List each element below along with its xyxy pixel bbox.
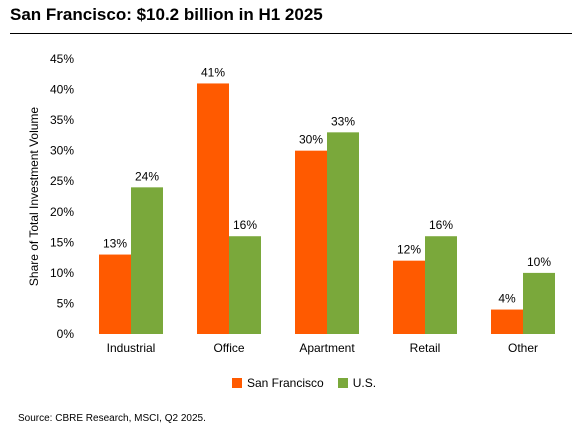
bar-u-s-retail xyxy=(425,236,457,334)
y-tick-label-25: 25% xyxy=(50,174,74,188)
y-tick-label-45: 45% xyxy=(50,52,74,66)
bar-san-francisco-other xyxy=(491,309,523,334)
y-tick-label-20: 20% xyxy=(50,205,74,219)
x-tick-label-industrial: Industrial xyxy=(107,341,156,355)
x-tick-label-other: Other xyxy=(508,341,538,355)
bar-u-s-office xyxy=(229,236,261,334)
data-label-u-s-retail: 16% xyxy=(429,218,453,232)
data-label-u-s-industrial: 24% xyxy=(135,169,159,183)
bar-san-francisco-apartment xyxy=(295,150,327,334)
data-label-san-francisco-industrial: 13% xyxy=(103,237,127,251)
data-label-u-s-other: 10% xyxy=(527,255,551,269)
bar-san-francisco-retail xyxy=(393,260,425,334)
bar-san-francisco-office xyxy=(197,83,229,334)
bar-u-s-other xyxy=(523,272,555,334)
data-label-san-francisco-apartment: 30% xyxy=(299,133,323,147)
data-label-san-francisco-retail: 12% xyxy=(397,243,421,257)
legend-item-us: U.S. xyxy=(337,376,377,390)
legend-swatch-us xyxy=(337,378,348,388)
y-axis-label: Share of Total Investment Volume xyxy=(27,107,41,287)
y-tick-label-0: 0% xyxy=(57,327,75,341)
y-tick-label-40: 40% xyxy=(50,83,74,97)
legend-item-san-francisco: San Francisco xyxy=(232,376,324,390)
legend-swatch-san-francisco xyxy=(232,378,242,388)
data-label-u-s-apartment: 33% xyxy=(331,114,355,128)
bar-san-francisco-industrial xyxy=(99,254,131,334)
x-tick-label-retail: Retail xyxy=(410,341,441,355)
bar-u-s-industrial xyxy=(131,187,163,334)
source-note: Source: CBRE Research, MSCI, Q2 2025. xyxy=(18,413,206,424)
bar-u-s-apartment xyxy=(327,132,359,334)
legend-label-us: U.S. xyxy=(352,376,377,390)
data-label-u-s-office: 16% xyxy=(233,218,257,232)
data-label-san-francisco-other: 4% xyxy=(498,292,516,306)
chart-title: San Francisco: $10.2 billion in H1 2025 xyxy=(10,5,323,24)
data-label-san-francisco-office: 41% xyxy=(201,65,225,79)
legend-label-san-francisco: San Francisco xyxy=(247,376,324,390)
y-tick-label-10: 10% xyxy=(50,266,74,280)
x-tick-label-office: Office xyxy=(213,341,244,355)
x-tick-label-apartment: Apartment xyxy=(299,341,355,355)
y-tick-label-5: 5% xyxy=(57,296,75,310)
y-tick-label-30: 30% xyxy=(50,144,74,158)
legend: San Francisco U.S. xyxy=(232,376,390,390)
title-divider xyxy=(10,33,572,34)
y-tick-label-15: 15% xyxy=(50,235,74,249)
y-tick-label-35: 35% xyxy=(50,113,74,127)
